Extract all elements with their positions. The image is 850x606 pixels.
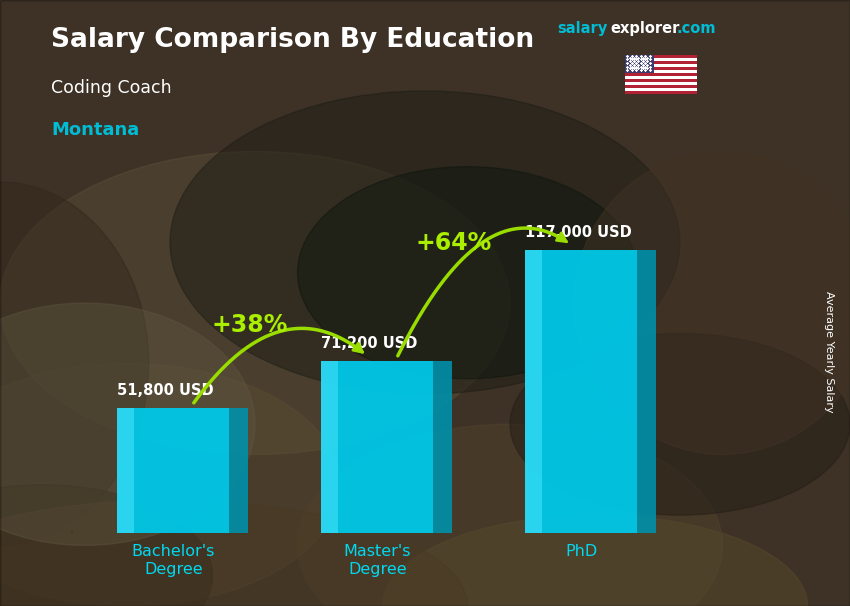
Text: explorer: explorer	[610, 21, 680, 36]
Bar	[525, 250, 542, 533]
Ellipse shape	[510, 333, 850, 515]
Text: +64%: +64%	[416, 231, 491, 255]
Text: Average Yearly Salary: Average Yearly Salary	[824, 291, 834, 412]
Bar	[434, 361, 452, 533]
Bar	[117, 408, 230, 533]
Ellipse shape	[0, 500, 468, 606]
Bar	[625, 85, 697, 88]
Bar	[230, 408, 248, 533]
Ellipse shape	[0, 182, 149, 545]
Bar	[625, 70, 697, 73]
Ellipse shape	[382, 515, 808, 606]
Ellipse shape	[0, 485, 212, 606]
Text: Montana: Montana	[51, 121, 139, 139]
Text: salary: salary	[557, 21, 607, 36]
Bar	[117, 408, 134, 533]
Bar	[638, 250, 656, 533]
Text: 117,000 USD: 117,000 USD	[525, 225, 632, 240]
Bar	[625, 55, 697, 58]
Ellipse shape	[170, 91, 680, 394]
Bar	[625, 55, 654, 73]
Text: Salary Comparison By Education: Salary Comparison By Education	[51, 27, 534, 53]
Ellipse shape	[298, 424, 722, 606]
Text: 71,200 USD: 71,200 USD	[321, 336, 417, 351]
Bar	[625, 64, 697, 67]
Bar	[525, 250, 638, 533]
Ellipse shape	[0, 303, 255, 545]
Bar	[625, 91, 697, 94]
Text: 51,800 USD: 51,800 USD	[117, 383, 214, 398]
Ellipse shape	[0, 152, 510, 454]
Bar	[625, 73, 697, 76]
Bar	[625, 88, 697, 91]
Bar	[625, 67, 697, 70]
Bar	[321, 361, 434, 533]
Bar	[625, 82, 697, 85]
Bar	[625, 61, 697, 64]
Bar	[625, 76, 697, 79]
Text: Coding Coach: Coding Coach	[51, 79, 172, 97]
Bar	[625, 79, 697, 82]
Bar	[625, 58, 697, 61]
Text: .com: .com	[677, 21, 716, 36]
Ellipse shape	[0, 364, 340, 606]
Ellipse shape	[574, 152, 850, 454]
Text: +38%: +38%	[212, 313, 287, 337]
Ellipse shape	[298, 167, 638, 379]
Bar	[321, 361, 338, 533]
